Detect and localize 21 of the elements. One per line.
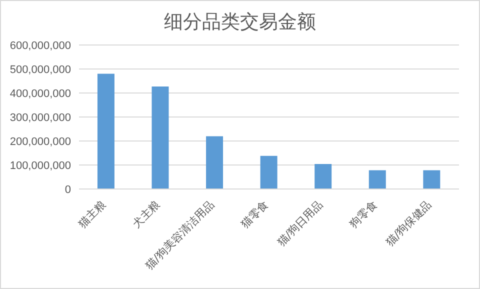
bar: [314, 164, 332, 189]
y-tick-label: 200,000,000: [10, 136, 71, 148]
x-tick-label: 猫主粮: [76, 198, 108, 230]
y-tick-label: 500,000,000: [10, 64, 71, 76]
bar: [97, 74, 114, 189]
x-tick-label: 猫零食: [238, 198, 272, 230]
y-tick-label: 600,000,000: [10, 40, 71, 52]
y-tick-label: 300,000,000: [10, 112, 71, 124]
y-tick-label: 0: [64, 184, 71, 196]
x-tick-label: 犬主粮: [130, 198, 163, 230]
bar: [423, 170, 440, 189]
bar: [152, 86, 169, 189]
bar: [260, 156, 278, 189]
y-tick-label: 100,000,000: [10, 160, 71, 172]
bar: [368, 170, 386, 189]
chart-title: 细分品类交易金额: [163, 10, 317, 35]
y-tick-label: 400,000,000: [10, 88, 71, 100]
bar: [206, 136, 224, 189]
x-tick-label: 狗零食: [347, 198, 380, 230]
x-tick-label: 猫/狗日用品: [274, 198, 326, 249]
x-tick-label: 猫/狗保健品: [383, 198, 434, 249]
